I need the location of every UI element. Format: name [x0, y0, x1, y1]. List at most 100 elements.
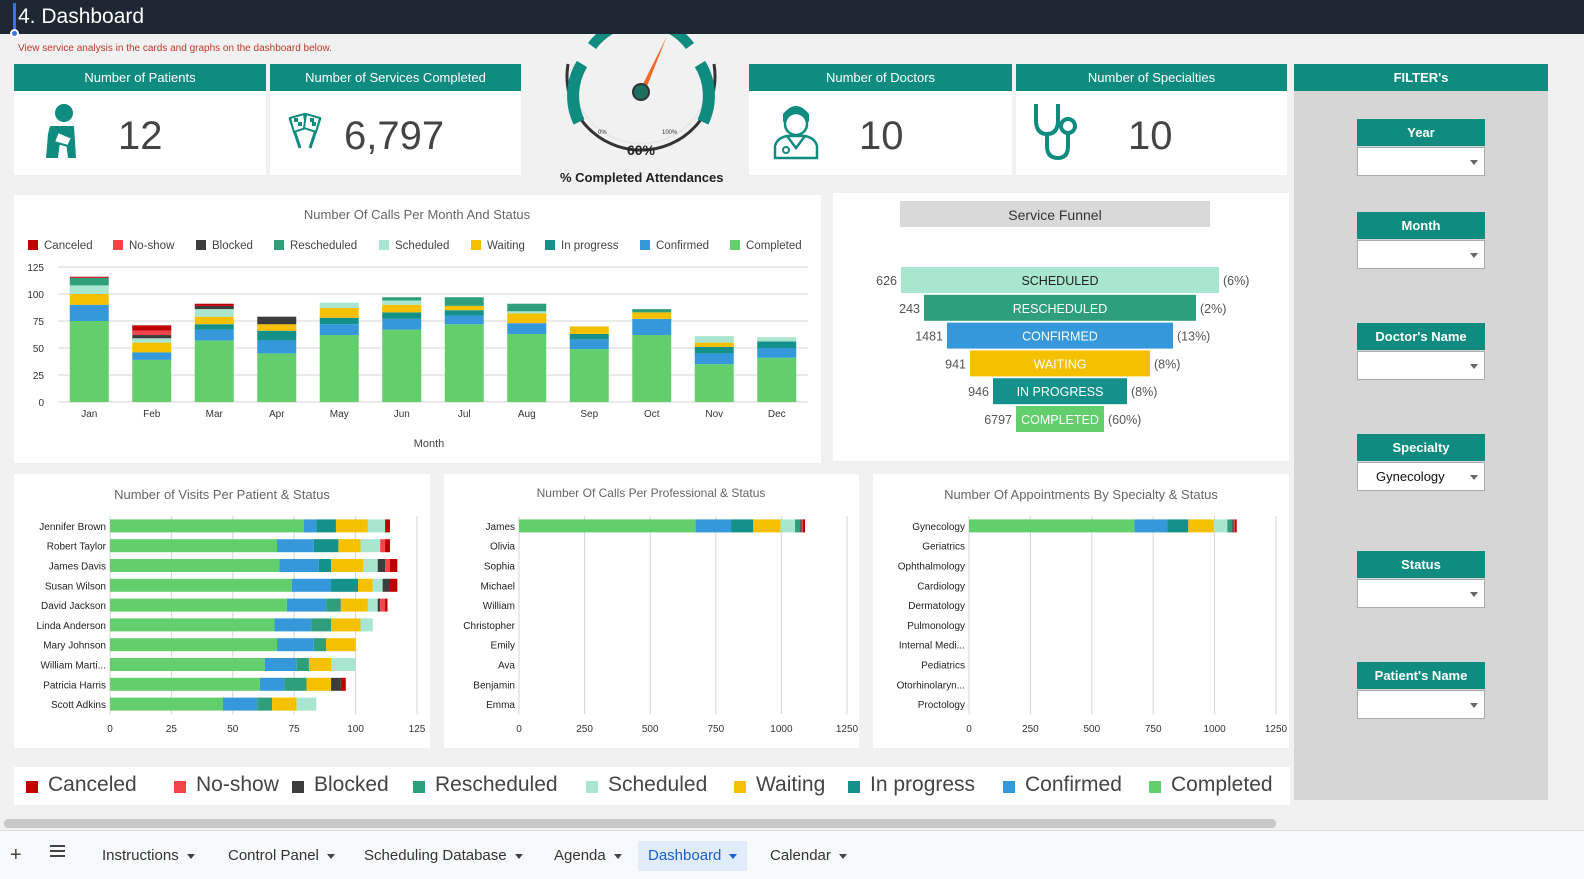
- bar-jun-in-progress: [382, 312, 422, 319]
- sheet-tab-instructions[interactable]: Instructions: [92, 841, 205, 871]
- add-sheet-icon[interactable]: +: [10, 844, 22, 866]
- bar-sep-confirmed: [569, 339, 609, 350]
- sheet-tab-dashboard[interactable]: Dashboard: [638, 841, 748, 871]
- bar-jul-waiting: [444, 305, 484, 311]
- bar-aug-waiting: [507, 313, 547, 324]
- filter-patient-select[interactable]: [1357, 690, 1485, 719]
- bar-jun-rescheduled: [382, 297, 422, 301]
- funnel-stage-value: 6797: [984, 413, 1012, 427]
- filter-doctor-select[interactable]: [1357, 351, 1485, 380]
- filter-year-select[interactable]: [1357, 147, 1485, 176]
- bar-jennifer-brown-canceled: [385, 519, 390, 533]
- x-tick-label: May: [330, 409, 349, 420]
- bar-nov-in-progress: [694, 346, 734, 354]
- page-title: 4. Dashboard: [18, 5, 145, 28]
- bar-gynecology-blocked: [1232, 519, 1234, 533]
- sheet-tab-label: Dashboard: [648, 847, 722, 864]
- sheet-title-bar: 4. Dashboard: [0, 0, 1584, 38]
- bar-jan-completed: [69, 321, 109, 402]
- filter-specialty-value: Gynecology: [1376, 469, 1445, 484]
- bar-oct-confirmed: [632, 318, 672, 336]
- tab-dropdown-icon[interactable]: [838, 853, 847, 859]
- bar-apr-confirmed: [257, 340, 297, 354]
- sheet-tab-agenda[interactable]: Agenda: [544, 841, 632, 871]
- horizontal-scrollbar[interactable]: [4, 819, 1276, 828]
- filter-specialty-select[interactable]: Gynecology: [1357, 462, 1485, 491]
- y-category-label: Internal Medi...: [899, 641, 965, 652]
- dropdown-arrow-icon[interactable]: [1470, 703, 1478, 708]
- sheet-tab-calendar[interactable]: Calendar: [760, 841, 857, 871]
- y-category-label: Olivia: [490, 542, 515, 553]
- legend-swatch-rescheduled: [274, 240, 284, 250]
- funnel-stage-pct: (13%): [1177, 330, 1210, 344]
- x-tick-label: 75: [289, 724, 301, 735]
- legend-swatch-in-progress: [848, 781, 860, 793]
- legend-label-scheduled: Scheduled: [608, 773, 708, 796]
- funnel-stage-label: RESCHEDULED: [1013, 302, 1107, 316]
- bar-james-davis-confirmed: [279, 559, 319, 572]
- tab-dropdown-icon[interactable]: [729, 853, 738, 859]
- y-tick-label: 100: [27, 290, 44, 301]
- tab-dropdown-icon[interactable]: [186, 853, 195, 859]
- bar-scott-adkins-scheduled: [296, 697, 317, 711]
- bar-david-jackson-blocked: [377, 598, 381, 612]
- sheet-tab-control-panel[interactable]: Control Panel: [218, 841, 345, 871]
- dropdown-arrow-icon[interactable]: [1470, 475, 1478, 480]
- instruction-note: View service analysis in the cards and g…: [18, 43, 332, 54]
- bar-james-davis-blocked: [377, 559, 386, 572]
- legend-swatch-completed: [1149, 781, 1161, 793]
- y-category-label: Emily: [491, 641, 515, 652]
- all-sheets-menu-icon[interactable]: [50, 845, 65, 857]
- funnel-stage-pct: (6%): [1223, 274, 1249, 288]
- filter-panel: FILTER's Year Month Doctor's Name Specia…: [1294, 64, 1548, 800]
- filter-status-label: Status: [1357, 551, 1485, 578]
- bar-linda-anderson-scheduled: [360, 618, 373, 632]
- bar-mary-johnson-waiting: [326, 638, 356, 652]
- gauge-value: 60%: [627, 142, 656, 158]
- funnel-stage-pct: (60%): [1108, 413, 1141, 427]
- bar-james-in-progress: [731, 519, 754, 533]
- bar-jennifer-brown-in-progress: [316, 519, 336, 533]
- dropdown-arrow-icon[interactable]: [1470, 160, 1478, 165]
- tab-dropdown-icon[interactable]: [613, 853, 622, 859]
- sheet-tab-scheduling-database[interactable]: Scheduling Database: [354, 841, 533, 871]
- tab-dropdown-icon[interactable]: [326, 853, 335, 859]
- filter-panel-title: FILTER's: [1294, 64, 1548, 91]
- gauge-label: % Completed Attendances: [560, 170, 724, 185]
- services-card: Number of Services Completed 6,797: [270, 64, 521, 175]
- dropdown-arrow-icon[interactable]: [1470, 592, 1478, 597]
- bar-jun-scheduled: [382, 300, 422, 305]
- gauge-min-label: 0%: [598, 130, 607, 136]
- y-category-label: David Jackson: [41, 601, 106, 612]
- x-tick-label: Apr: [269, 409, 285, 420]
- dropdown-arrow-icon[interactable]: [1470, 364, 1478, 369]
- filter-month-select[interactable]: [1357, 240, 1485, 269]
- filter-status-select[interactable]: [1357, 579, 1485, 608]
- x-tick-label: Nov: [705, 409, 723, 420]
- funnel-bar-waiting: [970, 350, 1150, 377]
- bar-susan-wilson-scheduled: [372, 578, 383, 592]
- bar-feb-waiting: [132, 342, 172, 353]
- dropdown-arrow-icon[interactable]: [1470, 253, 1478, 258]
- bar-james-canceled: [802, 519, 806, 533]
- legend-swatch-no-show: [174, 781, 186, 793]
- bar-jul-in-progress: [444, 310, 484, 316]
- bar-nov-scheduled: [694, 336, 734, 343]
- legend-label-waiting: Waiting: [487, 240, 525, 252]
- tab-dropdown-icon[interactable]: [514, 853, 523, 859]
- y-category-label: Otorhinolaryn...: [897, 680, 965, 691]
- cell-selection-handle[interactable]: [10, 29, 19, 38]
- y-category-label: Pediatrics: [921, 661, 965, 672]
- bar-dec-in-progress: [757, 341, 797, 348]
- funnel-stage-label: IN PROGRESS: [1017, 385, 1104, 399]
- filter-specialty-label: Specialty: [1357, 434, 1485, 461]
- bar-susan-wilson-blocked: [382, 578, 390, 592]
- x-tick-label: Aug: [518, 409, 536, 420]
- funnel-stage-value: 626: [876, 274, 897, 288]
- legend-swatch-no-show: [113, 240, 123, 250]
- bar-patricia-harris-rescheduled: [284, 677, 307, 691]
- bar-james-davis-canceled: [389, 559, 398, 572]
- bar-gynecology-canceled: [1234, 519, 1237, 533]
- x-tick-label: 100: [347, 724, 364, 735]
- bar-david-jackson-waiting: [340, 598, 368, 612]
